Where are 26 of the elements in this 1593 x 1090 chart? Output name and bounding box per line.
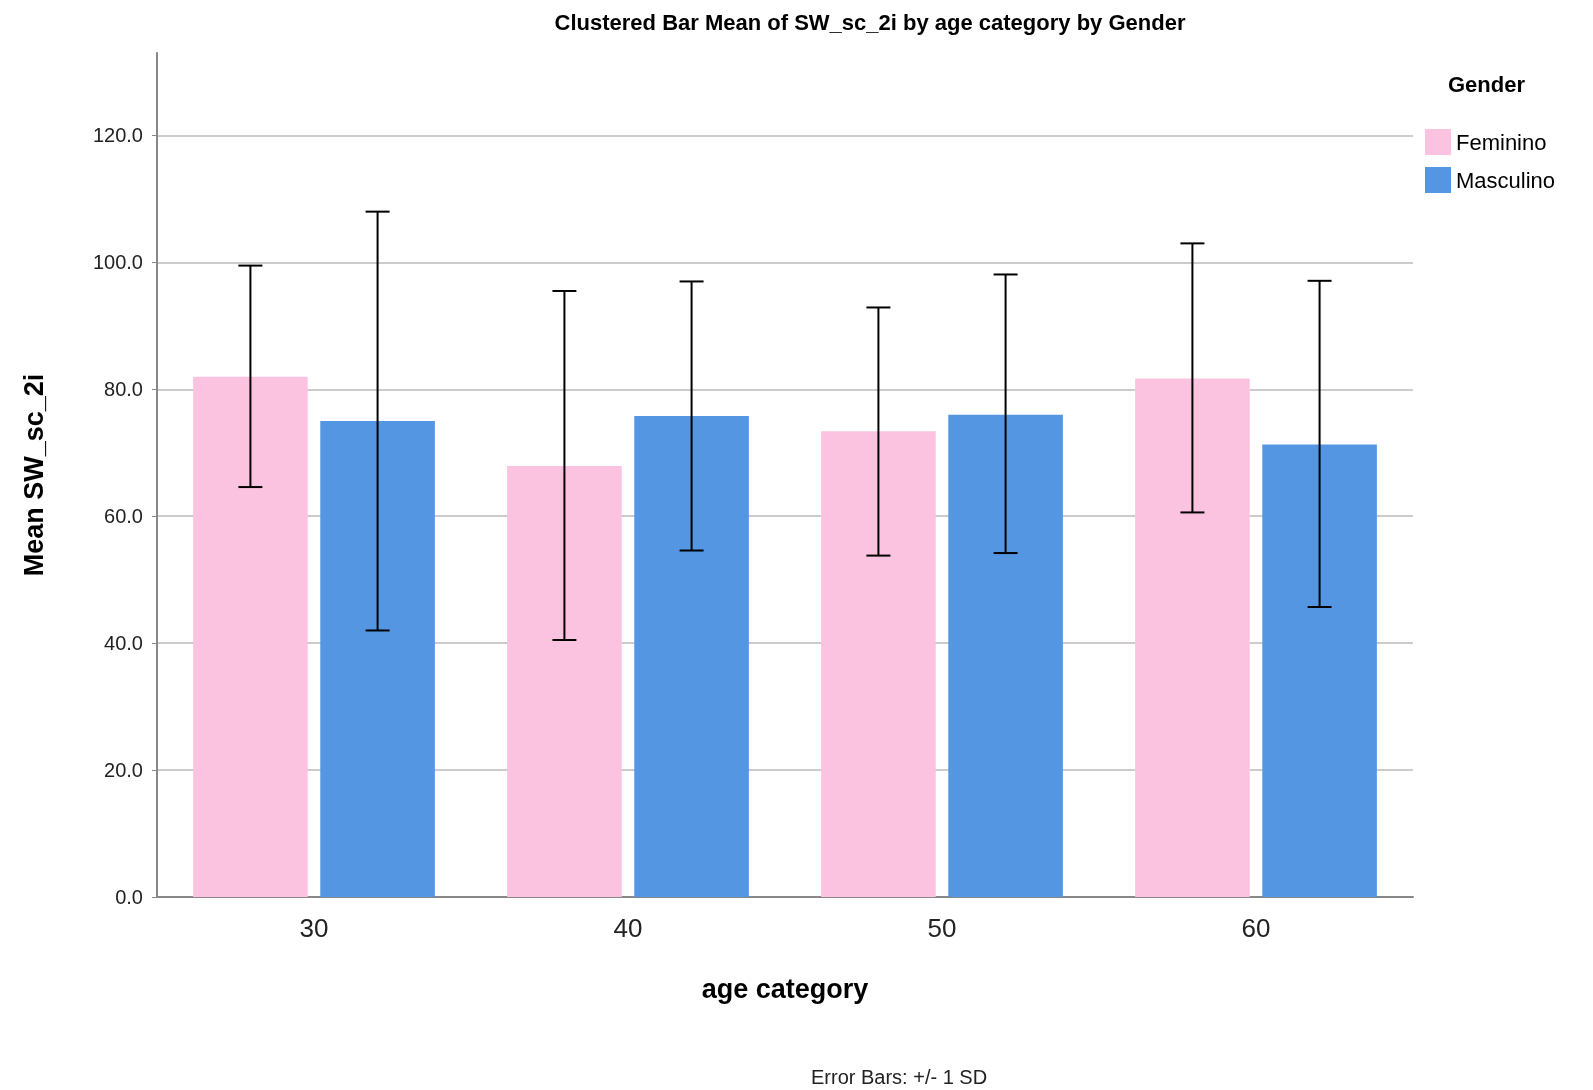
x-tick-label: 30 bbox=[299, 913, 329, 943]
x-axis-title: age category bbox=[701, 973, 869, 1004]
bar bbox=[193, 376, 308, 897]
x-tick-label: 40 bbox=[613, 913, 643, 943]
y-tick-label: 80.0 bbox=[104, 378, 143, 401]
bar bbox=[1135, 378, 1250, 897]
x-tick-label: 60 bbox=[1241, 913, 1271, 943]
bar bbox=[320, 421, 435, 897]
text: Error Bars: +/- 1 SD bbox=[811, 1066, 988, 1088]
legend-label: Masculino bbox=[1456, 167, 1556, 193]
y-tick-label: 40.0 bbox=[104, 632, 143, 655]
bar bbox=[634, 415, 749, 897]
y-tick-label: 0.0 bbox=[115, 886, 143, 908]
chart-title: Clustered Bar Mean of SW_sc_2i by age category by Gender bbox=[554, 9, 1186, 35]
bar bbox=[948, 414, 1063, 897]
y-tick-label: 60.0 bbox=[104, 505, 143, 528]
y-tick-label: 100.0 bbox=[92, 251, 143, 274]
bar bbox=[821, 431, 936, 897]
legend-label: Feminino bbox=[1456, 129, 1547, 155]
bar bbox=[507, 466, 622, 897]
bar bbox=[1262, 444, 1377, 897]
y-tick-label: 20.0 bbox=[104, 759, 143, 782]
legend-title: Gender bbox=[1448, 71, 1526, 97]
x-tick-label: 50 bbox=[927, 913, 957, 943]
y-axis-title: Mean SW_sc_2i bbox=[18, 373, 49, 577]
y-tick-label: 120.0 bbox=[92, 124, 143, 147]
